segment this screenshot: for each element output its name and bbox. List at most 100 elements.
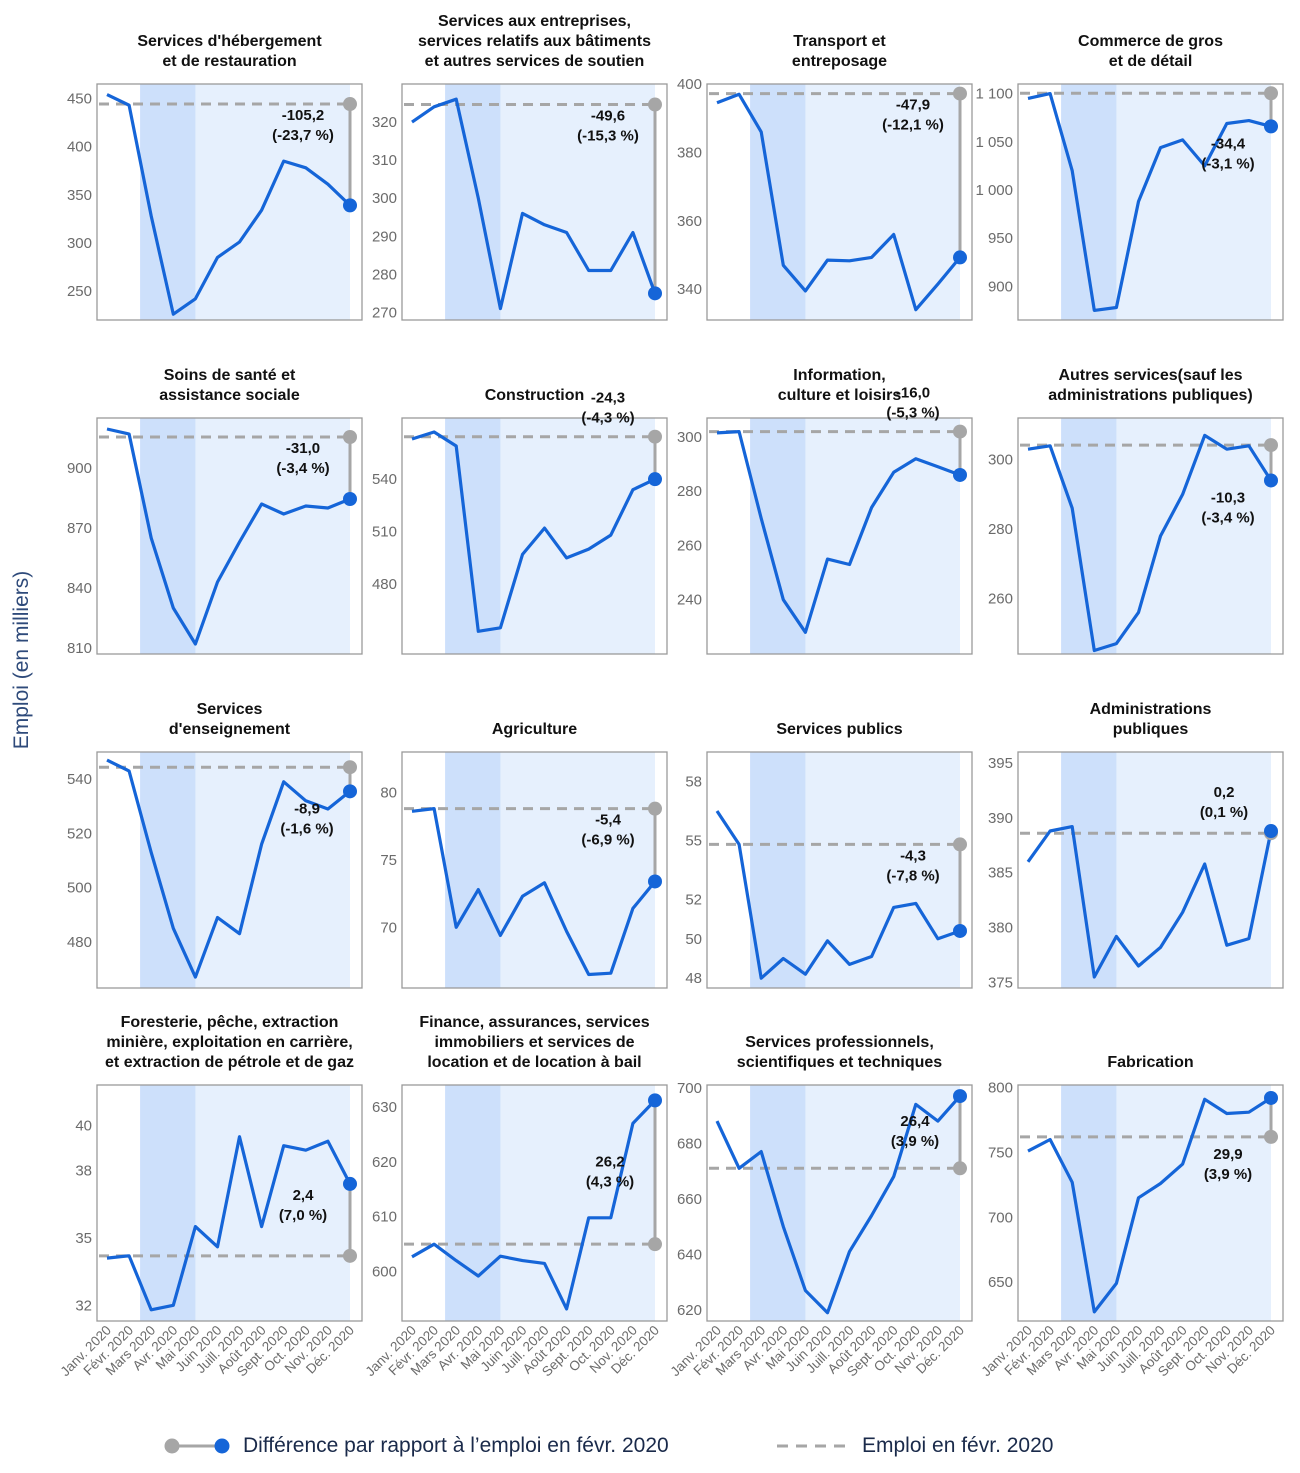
difference-label: (4,3 %) — [586, 1173, 634, 1190]
baseline-marker — [343, 430, 357, 444]
panel-title: Services d'hébergement — [137, 33, 322, 50]
panel-14: 600 610 620 630 Finance, assurances, service… — [363, 1014, 668, 1379]
series-line — [411, 806, 657, 977]
series-line — [715, 1095, 962, 1315]
baseline-marker — [1264, 438, 1278, 453]
y-tick-label: 380 — [988, 920, 1013, 937]
panel-11: 48 50 52 55 58 Services publics -4,3 (-7,8 %) — [685, 721, 973, 989]
difference-label: (-5,3 %) — [886, 405, 939, 422]
panel-title: scientifiques et techniques — [737, 1054, 942, 1071]
y-tick-label: 52 — [685, 892, 702, 909]
y-tick-label: 600 — [372, 1264, 397, 1281]
difference-label: -49,6 — [591, 108, 625, 125]
panel-title: Administrations — [1090, 701, 1212, 718]
y-tick-label: 480 — [372, 576, 397, 593]
panel-title: Services professionnels, — [745, 1034, 934, 1051]
y-tick-label: 520 — [67, 825, 92, 842]
difference-label: -105,2 — [282, 107, 325, 124]
panel-13: 32 35 38 40 Foresterie, pêche, extraction min… — [58, 1014, 363, 1379]
current-marker — [343, 198, 357, 213]
shade-lockdown — [750, 752, 806, 988]
panel-title: publiques — [1113, 721, 1189, 738]
y-tick-label: 800 — [988, 1080, 1013, 1097]
shade-lockdown — [140, 1085, 196, 1321]
y-tick-label: 650 — [988, 1274, 1013, 1291]
panel-frame — [1017, 83, 1284, 321]
difference-label: -24,3 — [591, 390, 625, 407]
panel-title: culture et loisirs — [778, 387, 902, 404]
y-tick-label: 280 — [677, 483, 702, 500]
y-tick-label: 750 — [988, 1144, 1013, 1161]
difference-label: (-1,6 %) — [280, 820, 333, 837]
panel-2: 270 280 290 300 310 320 Services aux entrepris… — [372, 13, 668, 321]
series-line — [715, 810, 961, 980]
y-tick-label: 620 — [372, 1154, 397, 1171]
baseline-marker — [343, 97, 357, 112]
y-tick-label: 80 — [380, 784, 397, 801]
panel-title: Information, — [793, 367, 885, 384]
y-tick-label: 40 — [75, 1117, 92, 1134]
difference-label: 29,9 — [1213, 1146, 1242, 1163]
series-line — [1027, 1096, 1272, 1314]
y-tick-label: 540 — [372, 471, 397, 488]
panel-frame — [96, 751, 363, 989]
difference-label: 2,4 — [293, 1187, 315, 1204]
y-tick-label: 400 — [67, 139, 92, 156]
panel-10: 70 75 80 Agriculture -5,4 (-6,9 %) — [380, 721, 668, 989]
panel-3: 340 360 380 400 Transport et entreposage -47,9… — [677, 33, 973, 321]
current-marker — [1264, 473, 1278, 488]
panel-1: 250 300 350 400 450 Services d'hébergement et … — [67, 33, 363, 321]
y-tick-label: 380 — [677, 144, 702, 161]
y-tick-label: 1 000 — [975, 182, 1013, 199]
panel-12: 375 380 385 390 395 Administrations publiques 0… — [988, 701, 1284, 992]
y-tick-label: 1 100 — [975, 86, 1013, 103]
difference-label: (-3,1 %) — [1201, 155, 1254, 172]
panel-title: d'enseignement — [169, 721, 291, 738]
baseline-marker — [953, 424, 967, 439]
panel-frame — [401, 417, 668, 655]
y-tick-label: 900 — [67, 460, 92, 477]
shade-lockdown — [140, 418, 196, 654]
y-tick-label: 70 — [380, 919, 397, 936]
baseline-marker — [953, 86, 967, 101]
y-tick-label: 450 — [67, 90, 92, 107]
panel-title: Autres services(sauf les — [1058, 367, 1242, 384]
baseline-marker — [953, 1161, 967, 1176]
series-line — [1026, 824, 1273, 979]
current-marker — [648, 1093, 662, 1108]
panel-title: entreposage — [792, 53, 887, 70]
panel-frame — [706, 417, 973, 655]
y-tick-label: 540 — [67, 771, 92, 788]
difference-label: -5,4 — [595, 812, 622, 829]
y-tick-label: 620 — [677, 1302, 702, 1319]
current-marker — [953, 250, 967, 265]
y-tick-label: 48 — [685, 970, 702, 987]
difference-label: (-23,7 %) — [272, 127, 334, 144]
panel-title: Fabrication — [1107, 1054, 1193, 1071]
y-tick-label: 680 — [677, 1135, 702, 1152]
panel-title: immobiliers et services de — [434, 1034, 634, 1051]
y-tick-label: 280 — [372, 266, 397, 283]
y-tick-label: 300 — [677, 429, 702, 446]
current-marker — [1264, 119, 1278, 134]
baseline-marker — [1264, 86, 1278, 101]
panel-title: et de restauration — [162, 53, 296, 70]
series-line — [411, 430, 656, 633]
y-tick-label: 250 — [67, 283, 92, 300]
y-tick-label: 640 — [677, 1246, 702, 1263]
current-marker — [1264, 824, 1278, 839]
y-tick-label: 900 — [988, 278, 1013, 295]
series-line — [106, 1135, 352, 1312]
panel-frame — [706, 751, 973, 989]
panel-8: 260 280 300 Autres services(sauf les adminis… — [988, 367, 1284, 655]
y-tick-label: 480 — [67, 934, 92, 951]
series-line — [411, 1099, 657, 1311]
current-marker — [343, 1176, 357, 1191]
panel-title: Transport et — [793, 33, 886, 50]
y-tick-label: 260 — [988, 590, 1013, 607]
y-tick-label: 395 — [988, 755, 1013, 772]
baseline-marker — [648, 97, 662, 112]
baseline-marker — [953, 837, 967, 852]
panel-frame — [401, 1084, 668, 1322]
y-tick-label: 500 — [67, 880, 92, 897]
